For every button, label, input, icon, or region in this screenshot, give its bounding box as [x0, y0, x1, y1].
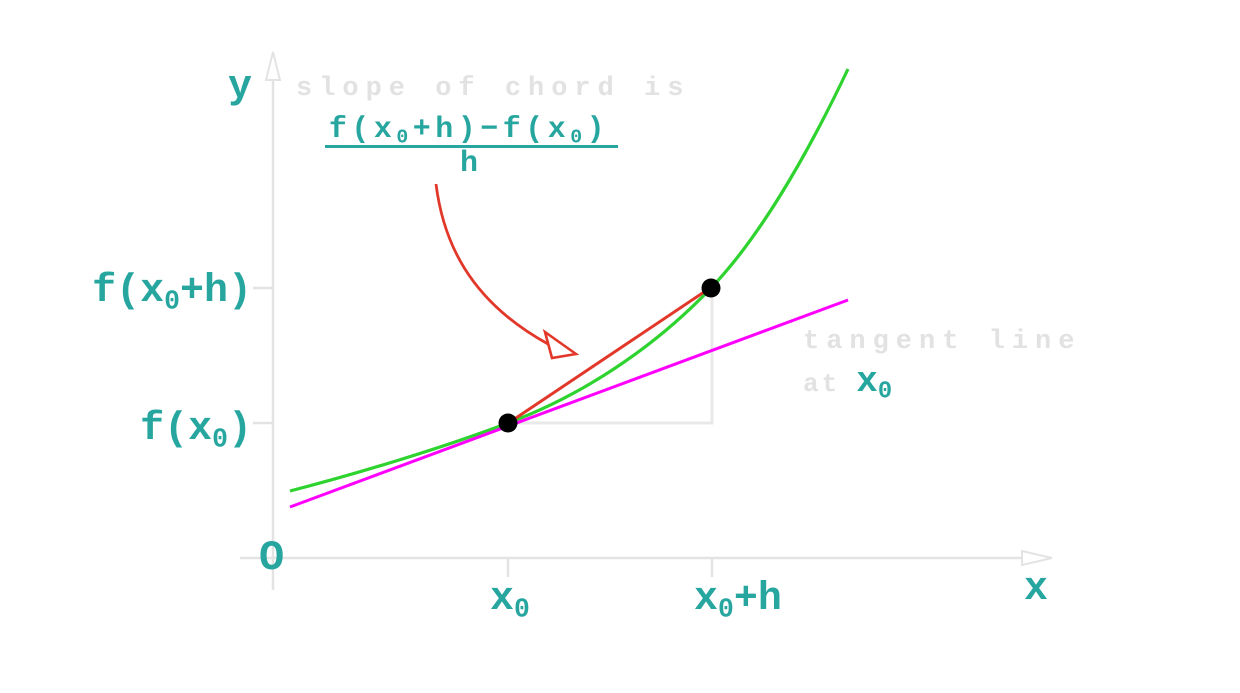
chord-pointer-arrow: [434, 183, 549, 346]
x0h-base: x: [694, 577, 719, 622]
chord-line: [503, 284, 714, 428]
tangent-x0-sub: 0: [877, 378, 893, 406]
y-value-fx0h: f(x0+h): [56, 272, 252, 315]
numerator-mid: +h)−f(x: [412, 113, 571, 147]
fx0h-sub: 0: [164, 286, 180, 317]
tangent-x0-base: x: [856, 361, 878, 402]
difference-quotient-denominator: h: [459, 147, 478, 181]
difference-quotient-numerator: f(x0+h)−f(x0): [318, 115, 620, 148]
fx0h-post: +h): [179, 269, 252, 314]
y-axis-label: y: [228, 65, 253, 110]
chord-caption: slope of chord is: [296, 74, 691, 104]
fx0h-pre: f(x: [92, 269, 165, 314]
origin-label: O: [259, 534, 285, 582]
numerator-pre: f(x: [328, 113, 397, 147]
numerator-sub1: 0: [396, 126, 413, 149]
point-x0h: [701, 278, 721, 298]
numerator-sub2: 0: [570, 126, 587, 149]
x-axis-label: x: [1024, 567, 1049, 612]
tangent-point-label: x0: [856, 361, 893, 406]
tangent-caption: tangent line: [803, 327, 1082, 357]
x-value-x0: x0: [490, 580, 530, 623]
rise-run-legs: [508, 288, 714, 425]
tangent-line: [289, 298, 849, 509]
y-axis-arrowhead: [264, 51, 282, 81]
fx0-pre: f(x: [140, 407, 213, 452]
y-value-fx0: f(x0): [56, 410, 252, 453]
x0h-sub: 0: [718, 594, 734, 625]
fx0-post: ): [227, 407, 252, 452]
fx0-sub: 0: [212, 424, 228, 455]
chord-pointer-arrowhead: [542, 328, 580, 360]
x-value-x0h: x0+h: [694, 580, 782, 623]
x0-sub: 0: [514, 594, 530, 625]
point-x0: [498, 413, 518, 433]
numerator-close: ): [586, 113, 610, 147]
fraction-bar: [325, 145, 618, 148]
x0-base: x: [490, 577, 515, 622]
tangent-at-word: at: [803, 369, 841, 399]
x0h-post: +h: [733, 577, 782, 622]
tangent-at-row: at x0: [803, 361, 893, 406]
function-curve: [289, 68, 850, 493]
x-axis-arrowhead: [1021, 549, 1053, 567]
